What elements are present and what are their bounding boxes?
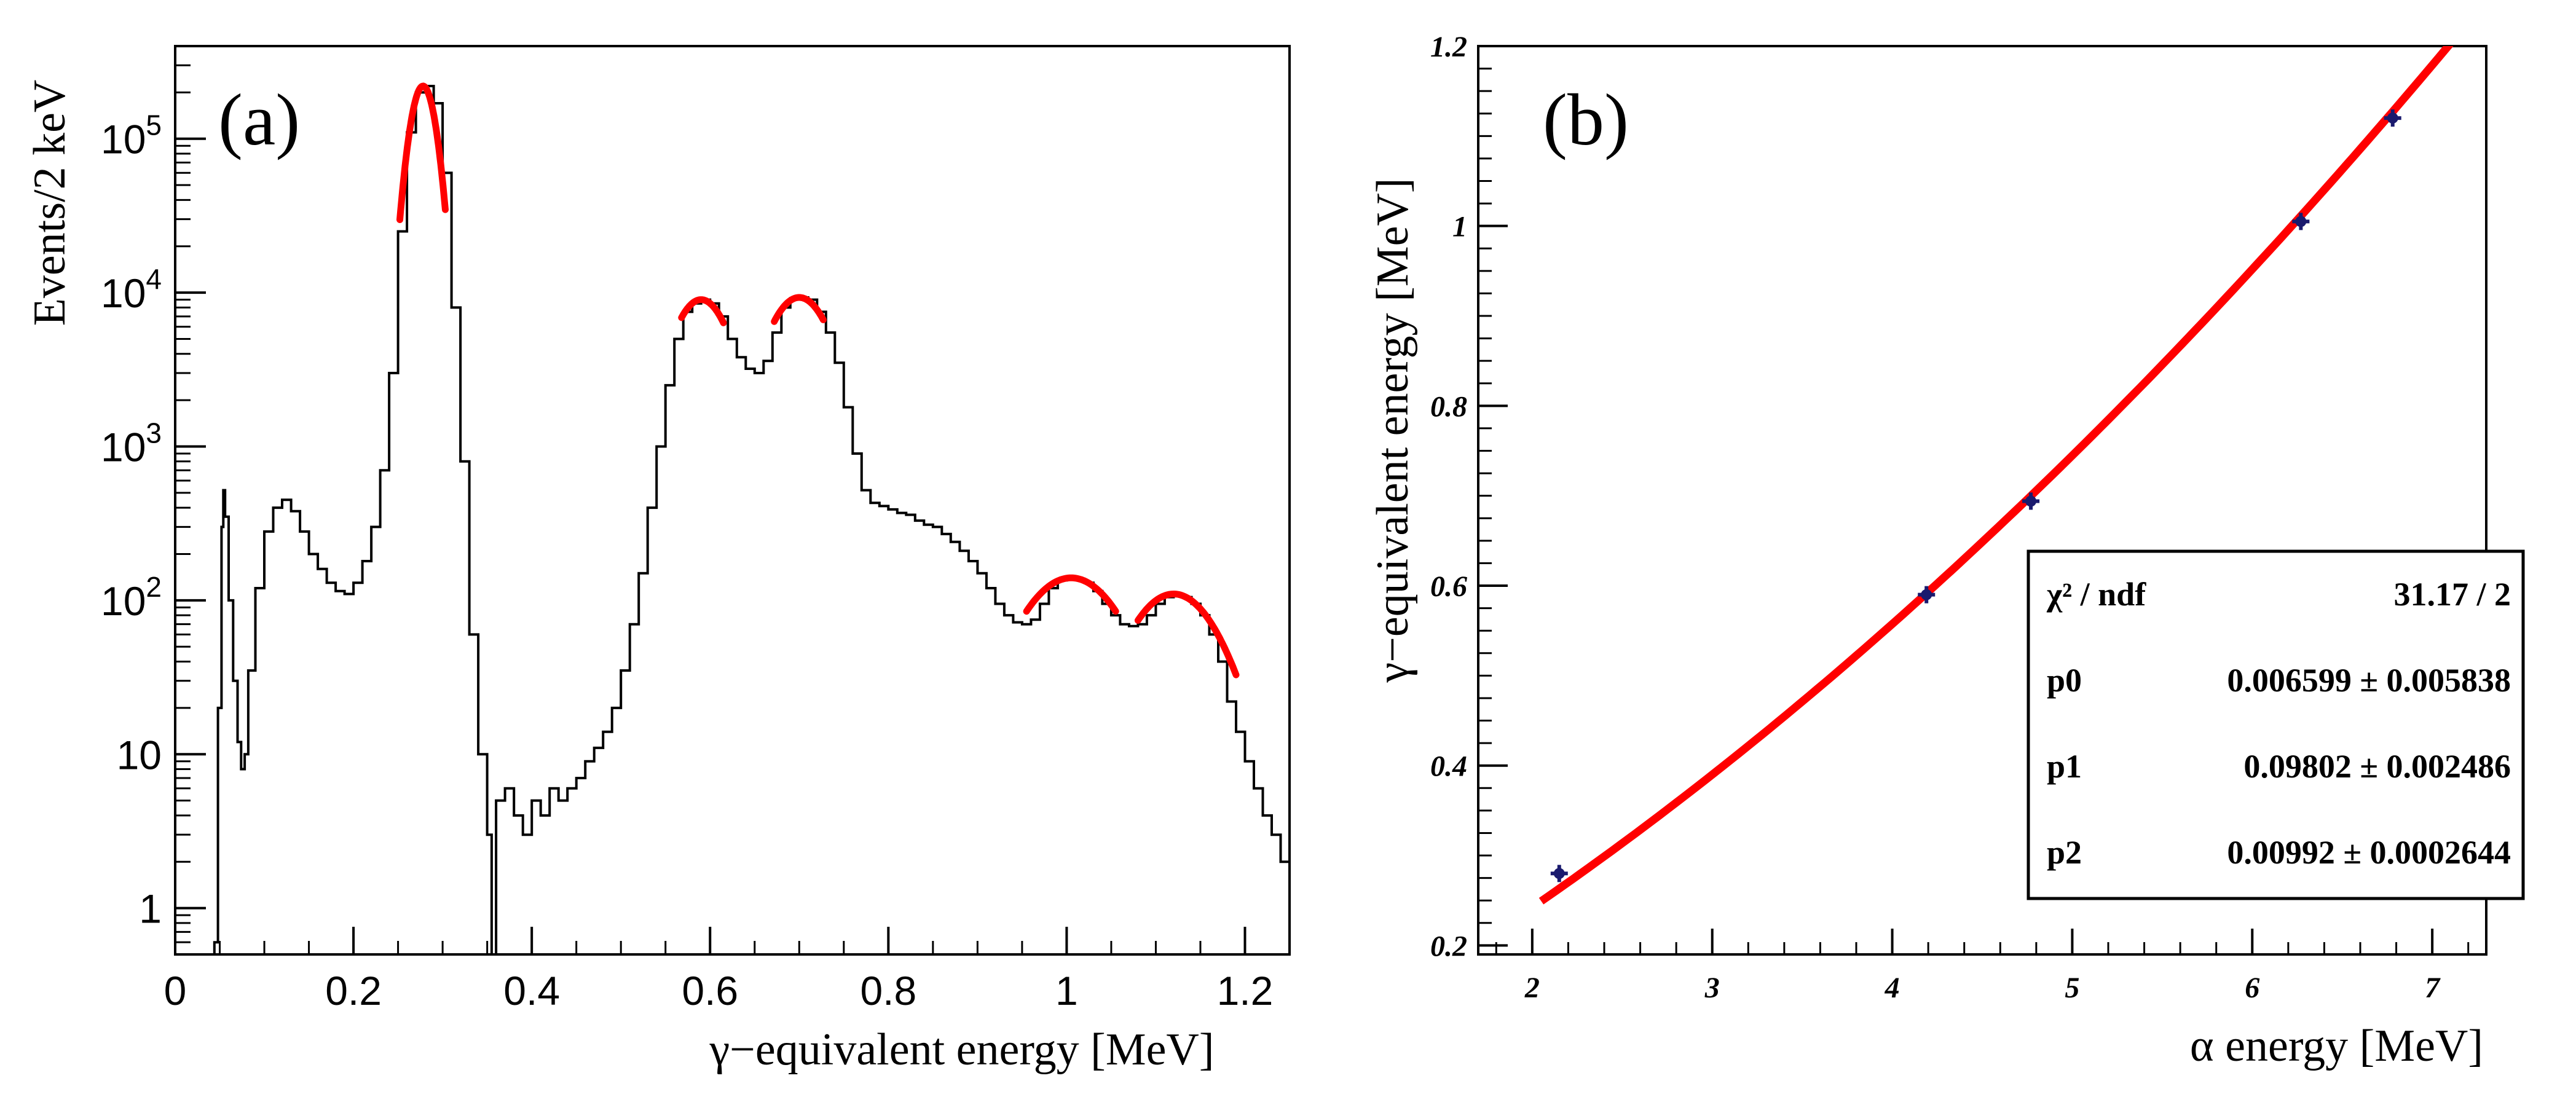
x-tick-label-a: 0.4 xyxy=(503,968,560,1013)
y-tick-label-b: 0.4 xyxy=(1430,750,1467,783)
x-tick-label-a: 0.2 xyxy=(325,968,382,1013)
data-point xyxy=(1550,865,1568,883)
y-tick-label-b: 0.6 xyxy=(1430,570,1467,603)
x-tick-label-a: 1.2 xyxy=(1217,968,1274,1013)
data-point xyxy=(2292,213,2310,230)
y-tick-label-b: 0.8 xyxy=(1430,390,1467,423)
x-axis-label-a: γ−equivalent energy [MeV] xyxy=(709,1024,1214,1075)
x-tick-label-b: 5 xyxy=(2065,972,2079,1004)
stat-value-p1: 0.09802 ± 0.002486 xyxy=(2243,748,2511,785)
stat-value-p0: 0.006599 ± 0.005838 xyxy=(2227,662,2511,699)
y-tick-label-a: 103 xyxy=(101,417,162,470)
y-tick-labels-a: 1 10 102 103 104 105 xyxy=(101,109,162,932)
x-tick-label-a: 0.6 xyxy=(682,968,738,1013)
panel-label-a: (a) xyxy=(218,79,300,160)
y-tick-label-a: 104 xyxy=(101,263,162,316)
gaussian-fit-curve xyxy=(396,82,449,223)
x-tick-label-b: 3 xyxy=(1704,972,1720,1004)
data-point xyxy=(2022,492,2040,510)
gaussian-fit-curve xyxy=(1023,574,1119,615)
y-tick-label-b: 0.2 xyxy=(1430,930,1467,962)
y-axis-label-a: Events/2 keV xyxy=(25,80,75,326)
fit-stats-box: χ² / ndf 31.17 / 2 p0 0.006599 ± 0.00583… xyxy=(2027,549,2525,900)
x-tick-label-b: 6 xyxy=(2245,972,2259,1004)
x-axis-label-b: α energy [MeV] xyxy=(2190,1021,2483,1071)
stats-box-frame xyxy=(2027,549,2525,900)
y-tick-label-a: 105 xyxy=(101,109,162,162)
x-tick-labels-a: 0 0.2 0.4 0.6 0.8 1 1.2 xyxy=(164,968,1274,1013)
y-tick-label-a: 102 xyxy=(101,571,162,624)
panel-label-b: (b) xyxy=(1543,79,1629,160)
stat-value-chi2: 31.17 / 2 xyxy=(2393,576,2511,613)
x-tick-label-b: 7 xyxy=(2425,972,2441,1004)
plot-frame-a xyxy=(174,45,1291,956)
stat-value-p2: 0.00992 ± 0.0002644 xyxy=(2227,834,2511,871)
data-point xyxy=(1918,586,1936,604)
gaussian-fit-curve xyxy=(678,296,727,326)
y-tick-label-a: 10 xyxy=(117,732,162,777)
data-points xyxy=(1550,109,2401,883)
y-tick-label-b: 1.2 xyxy=(1430,31,1467,63)
gaussian-fits xyxy=(396,82,1240,678)
stat-name-p2: p2 xyxy=(2047,834,2082,871)
y-tick-label-a: 1 xyxy=(139,886,162,932)
x-tick-label-b: 4 xyxy=(1885,972,1900,1004)
x-tick-label-a: 0 xyxy=(164,968,187,1013)
panel-b: 2 3 4 5 6 7 0.2 0.4 0.6 0.8 1 1.2 (b) α energy [Me… xyxy=(1368,31,2525,1071)
stat-name-chi2: χ² / ndf xyxy=(2046,576,2146,613)
gaussian-fit-curve xyxy=(1134,590,1240,678)
panel-a: 0 0.2 0.4 0.6 0.8 1 1.2 1 10 102 103 104 105 (a) γ−… xyxy=(25,45,1291,1075)
x-tick-label-a: 0.8 xyxy=(860,968,916,1013)
stat-name-p1: p1 xyxy=(2047,748,2082,785)
x-tick-labels-b: 2 3 4 5 6 7 xyxy=(1524,972,2441,1004)
axis-ticks-b xyxy=(1478,45,2470,954)
y-axis-label-b: γ−equivalent energy [MeV] xyxy=(1368,178,1418,683)
stat-name-p0: p0 xyxy=(2047,662,2082,699)
x-tick-label-a: 1 xyxy=(1055,968,1078,1013)
data-point xyxy=(2384,109,2401,127)
y-tick-label-b: 1 xyxy=(1452,211,1467,243)
x-tick-label-b: 2 xyxy=(1524,972,1540,1004)
axis-ticks-a xyxy=(174,45,1291,956)
gaussian-fit-curve xyxy=(771,294,827,325)
fit-curve xyxy=(1538,46,2454,905)
y-tick-labels-b: 0.2 0.4 0.6 0.8 1 1.2 xyxy=(1430,31,1467,962)
